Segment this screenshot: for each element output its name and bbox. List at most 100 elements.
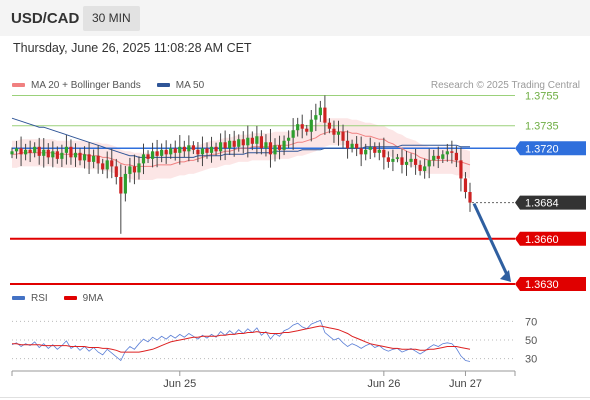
candle: [436, 146, 440, 169]
candle-body: [96, 155, 100, 164]
candle: [146, 150, 150, 164]
last-price-box: [515, 195, 586, 210]
price-levels: [10, 95, 515, 285]
forecast-arrow-shaft: [472, 202, 510, 278]
candle-body: [323, 107, 327, 123]
candle: [445, 143, 449, 162]
candle-body: [246, 137, 250, 146]
candle-body: [223, 142, 227, 149]
candle: [173, 140, 177, 161]
candle: [454, 146, 458, 168]
candle-body: [327, 122, 332, 129]
candle: [241, 131, 245, 154]
candle: [169, 143, 173, 159]
candle: [123, 166, 127, 202]
candle: [259, 130, 264, 155]
candle-body: [291, 130, 295, 138]
candle: [137, 156, 141, 180]
candle-body: [364, 149, 368, 155]
rsi-legend: RSI 9MA: [12, 293, 103, 304]
bottom-rule: [0, 397, 590, 398]
support-price-label: 1.3630: [525, 279, 559, 291]
price-legend: MA 20 + Bollinger Bands MA 50: [12, 80, 204, 91]
candle: [463, 172, 468, 199]
candle-body: [413, 158, 418, 165]
resistance-label: 1.3735: [525, 121, 559, 133]
candle: [42, 138, 46, 168]
candle-body: [463, 178, 468, 193]
pivot-price-label: 1.3720: [525, 143, 559, 155]
candle: [87, 142, 91, 175]
candle: [395, 153, 400, 163]
candle-body: [445, 151, 449, 155]
rsi-tick-label: 30: [525, 354, 537, 366]
candle: [24, 143, 28, 161]
bollinger-band-fill: [12, 118, 470, 180]
candle: [78, 147, 82, 166]
candle: [37, 137, 41, 165]
candle: [459, 147, 463, 192]
candle-body: [268, 142, 273, 155]
candle: [46, 143, 50, 165]
candle: [418, 160, 422, 176]
candle: [92, 149, 96, 169]
candles: [10, 95, 472, 234]
candle: [19, 136, 23, 167]
candle: [336, 120, 341, 146]
candle: [391, 149, 395, 172]
candle-body: [73, 152, 78, 158]
candle-body: [64, 146, 69, 153]
candle-body: [309, 119, 313, 132]
candle-body: [259, 136, 264, 149]
candle-body: [114, 166, 118, 177]
timeframe-button[interactable]: 30 MIN: [83, 6, 140, 31]
candle-body: [33, 146, 37, 153]
candle-body: [123, 173, 127, 194]
candle: [377, 142, 381, 161]
candle: [314, 103, 318, 132]
candle-body: [101, 163, 105, 170]
candle-body: [55, 151, 59, 159]
candle: [423, 158, 427, 179]
time-tick-label: Jun 25: [163, 378, 196, 390]
header-bar: USD/CAD 30 MIN: [0, 0, 590, 36]
candle: [223, 130, 227, 161]
candle-body: [377, 149, 381, 153]
candle-body: [296, 124, 300, 131]
candle-body: [150, 151, 155, 159]
time-axis: Jun 25 Jun 26 Jun 27: [11, 370, 516, 390]
candle-body: [345, 140, 350, 149]
candle: [101, 158, 105, 174]
candle-body: [173, 148, 177, 153]
candle: [196, 142, 200, 163]
resistance-label: 1.3755: [525, 91, 559, 103]
candle-body: [169, 148, 173, 155]
candle: [382, 137, 386, 170]
candle-body: [164, 149, 168, 155]
last-price-label: 1.3684: [525, 198, 559, 210]
candle: [178, 135, 182, 165]
candle: [55, 146, 59, 164]
candle: [296, 117, 300, 137]
candle-body: [228, 140, 232, 149]
rsi-swatch: [12, 296, 25, 301]
support-price-box: [515, 276, 586, 291]
candle-body: [60, 152, 64, 159]
candle-body: [82, 154, 87, 161]
ma20-swatch: [12, 83, 25, 88]
candle-body: [141, 154, 146, 164]
candle-body: [187, 145, 191, 152]
candle-body: [341, 131, 345, 141]
candle-body: [46, 149, 50, 158]
candle: [250, 131, 254, 151]
candle-body: [232, 140, 236, 147]
bollinger-band: [12, 118, 470, 180]
candle-body: [10, 151, 14, 155]
candle: [409, 153, 413, 168]
candle: [218, 133, 223, 161]
candle: [400, 148, 404, 174]
candle-body: [332, 128, 336, 135]
candle: [164, 140, 168, 164]
candle-body: [373, 146, 377, 153]
